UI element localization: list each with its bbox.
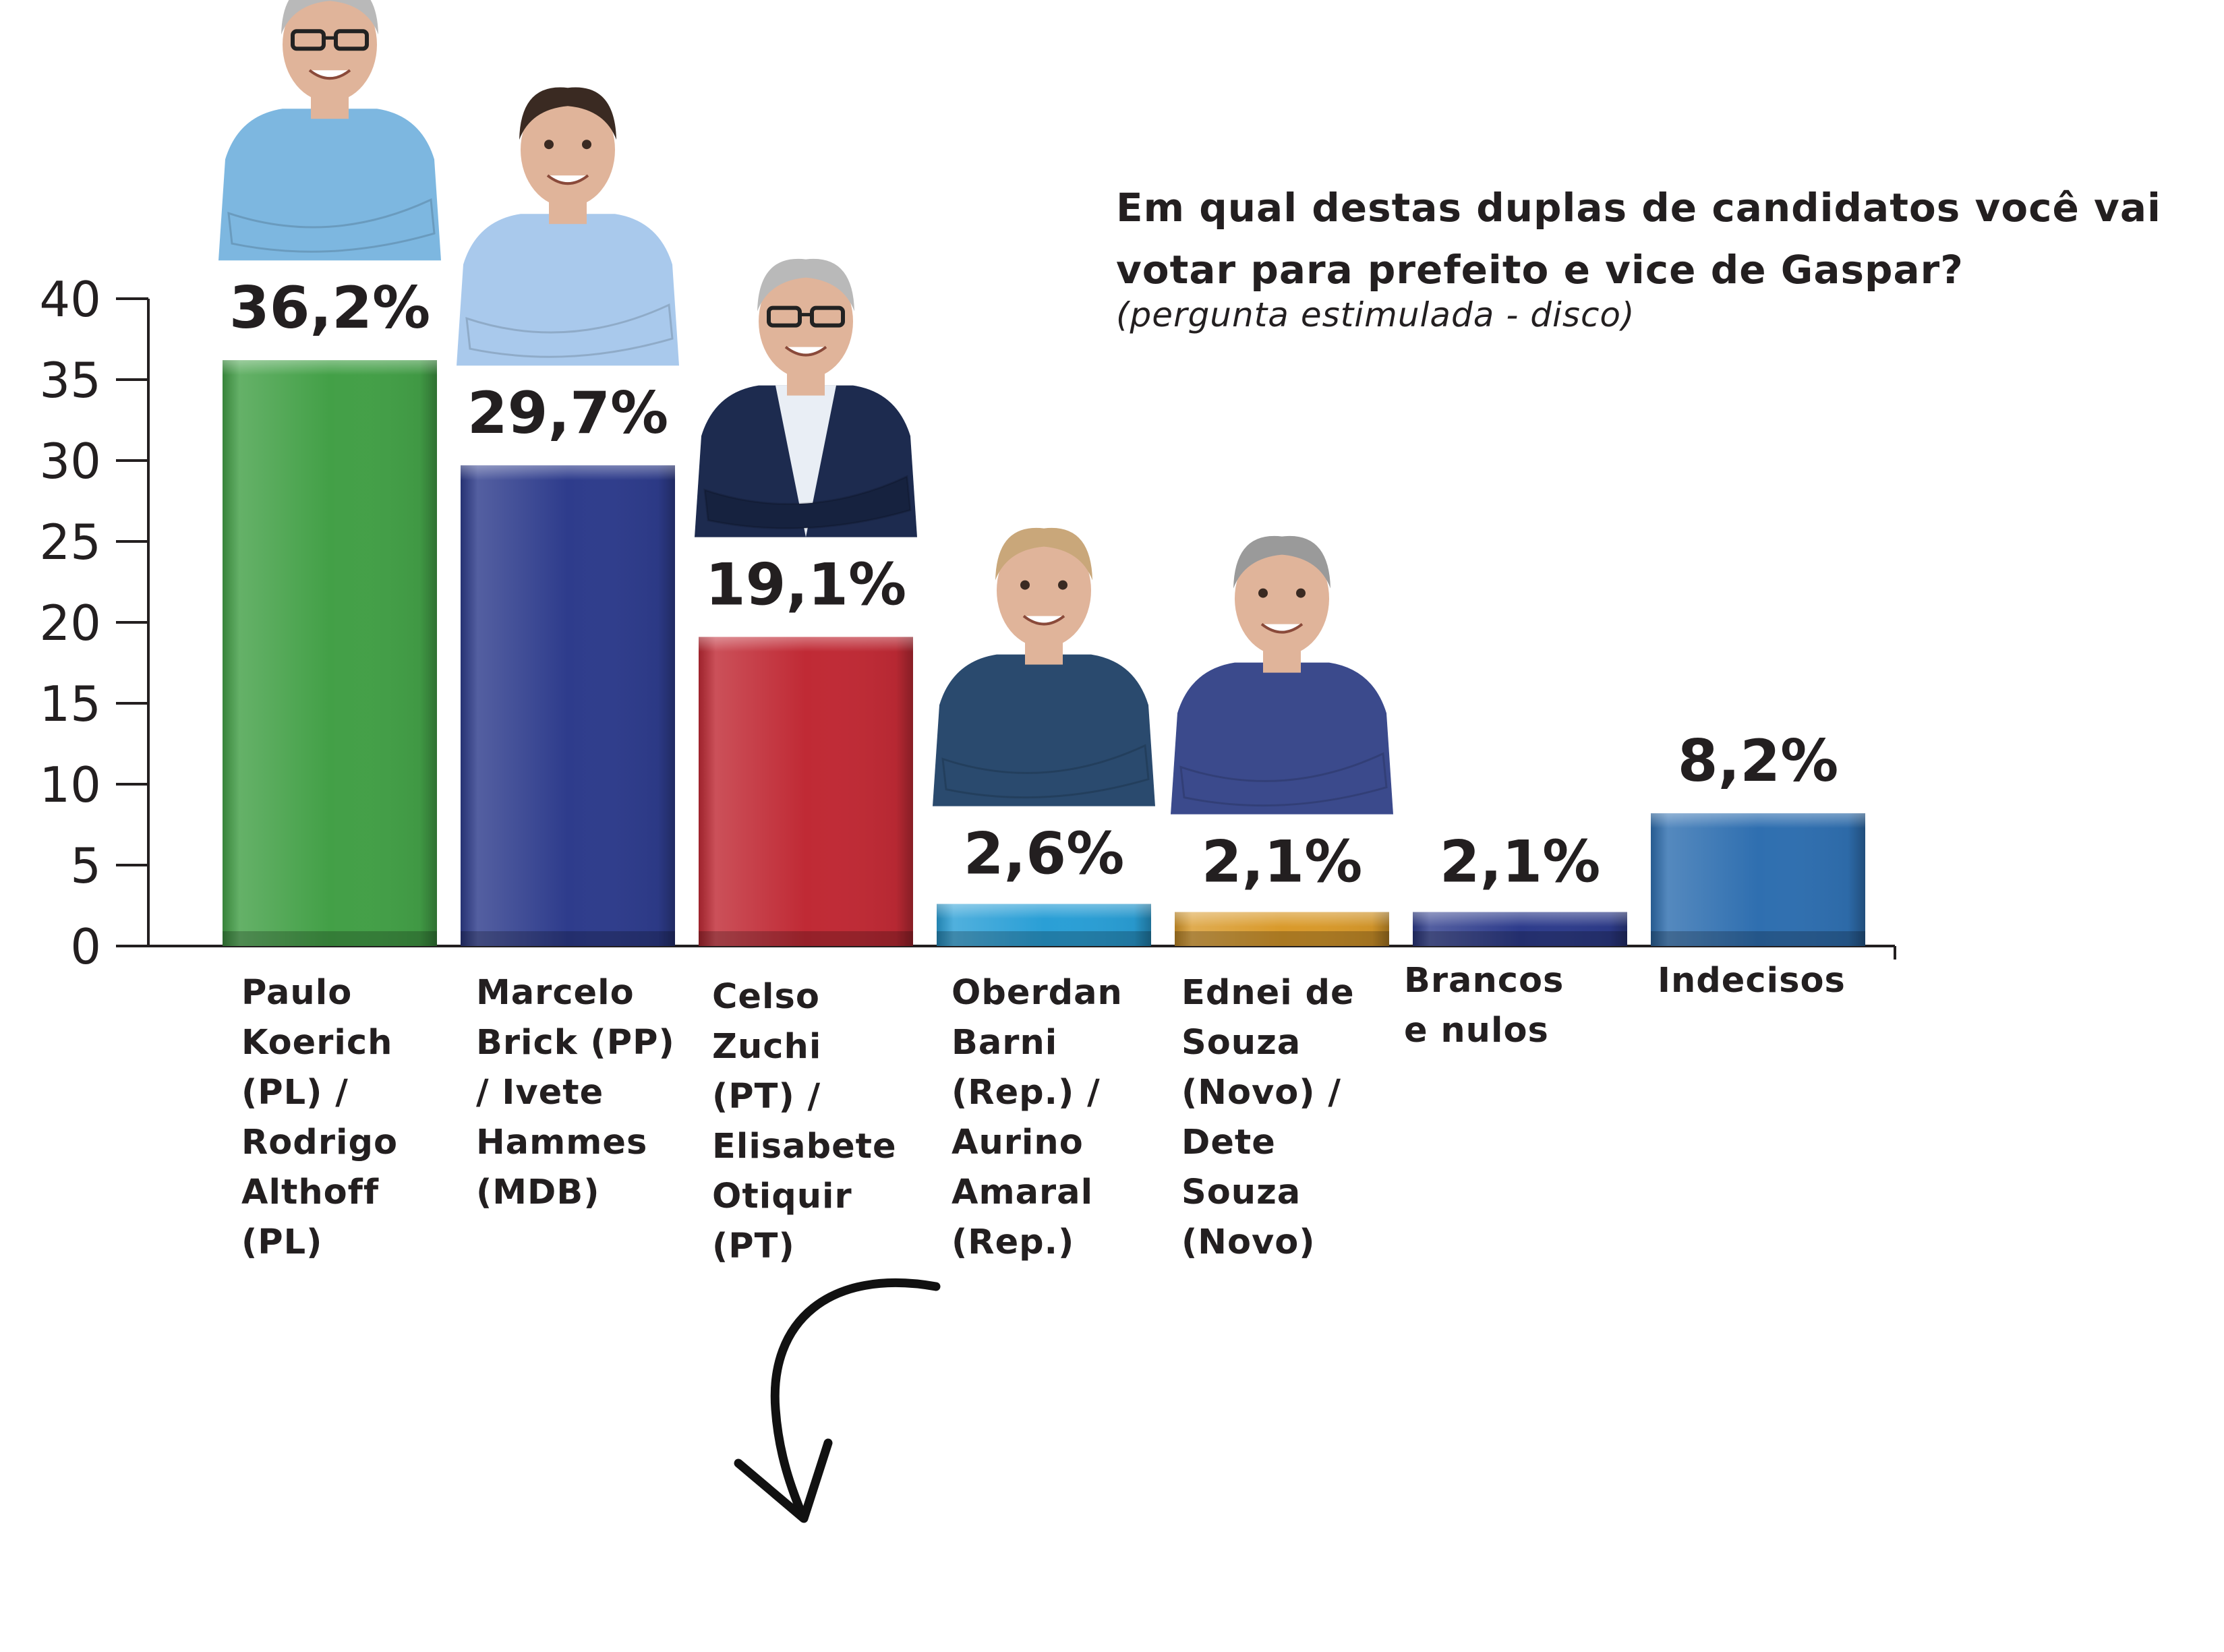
crossed-arms bbox=[1179, 752, 1388, 807]
bar-base-shadow bbox=[223, 931, 437, 946]
bar-group bbox=[1175, 912, 1389, 946]
bars-layer bbox=[223, 360, 1865, 946]
bar-base-shadow bbox=[461, 931, 675, 946]
axis-layer: 0 5 10 15 20 25 30 35 40 bbox=[39, 271, 1896, 975]
eye-right bbox=[1296, 588, 1306, 598]
category-label: Ednei de Souza (Novo) / Dete Souza (Novo… bbox=[1181, 973, 1355, 1262]
y-tick-label: 25 bbox=[39, 514, 101, 570]
crossed-arms bbox=[941, 744, 1150, 799]
y-tick-label: 15 bbox=[39, 676, 101, 732]
head bbox=[283, 0, 377, 102]
photo-layer bbox=[218, 0, 1393, 815]
glasses-left bbox=[767, 305, 802, 328]
crossed-arms bbox=[465, 303, 674, 358]
shirt-front bbox=[776, 385, 836, 537]
y-tick-label: 0 bbox=[70, 918, 101, 975]
glasses-left bbox=[291, 29, 326, 51]
category-label: Paulo Koerich (PL) / Rodrigo Althoff (PL… bbox=[241, 973, 398, 1262]
candidate-photo bbox=[1171, 535, 1393, 815]
head bbox=[997, 533, 1091, 648]
bar-shading bbox=[1651, 813, 1865, 946]
value-label: 19,1% bbox=[705, 552, 906, 619]
bar-shading bbox=[699, 637, 913, 946]
smile bbox=[1260, 623, 1304, 634]
hair bbox=[757, 258, 854, 312]
eye-right bbox=[1058, 580, 1067, 590]
eye-left bbox=[544, 140, 554, 150]
smile bbox=[1022, 615, 1065, 626]
chart-subtitle: (pergunta estimulada - disco) bbox=[1116, 295, 1635, 334]
labels-layer: 36,2% 29,7% 19,1% 2,6% 2,1% 2,1% 8,2% bbox=[229, 274, 1838, 895]
hair bbox=[995, 527, 1092, 581]
value-label: 2,1% bbox=[1440, 829, 1601, 896]
value-label: 29,7% bbox=[467, 380, 668, 447]
candidate-photo bbox=[457, 87, 679, 366]
glasses-right bbox=[810, 305, 845, 328]
y-tick-label: 40 bbox=[39, 271, 101, 328]
bar-base-shadow bbox=[937, 931, 1151, 946]
eye-left bbox=[1020, 580, 1030, 590]
candidate-photo bbox=[695, 258, 917, 537]
bar-highlight bbox=[461, 465, 675, 481]
bar-base-shadow bbox=[1175, 931, 1389, 946]
value-label: 8,2% bbox=[1678, 728, 1839, 795]
glasses-right bbox=[334, 29, 369, 51]
y-tick-label: 10 bbox=[39, 757, 101, 813]
crossed-arms bbox=[227, 198, 436, 253]
bar-highlight bbox=[1413, 912, 1627, 927]
category-label: Brancos e nulos bbox=[1404, 961, 1564, 1051]
eye-left bbox=[1258, 588, 1268, 598]
bar-highlight bbox=[1651, 813, 1865, 829]
chart-title: Em qual destas duplas de candidatos você… bbox=[1116, 185, 2161, 293]
curved-arrow-down-icon bbox=[734, 1278, 941, 1523]
y-tick-label: 20 bbox=[39, 595, 101, 651]
y-tick-label: 30 bbox=[39, 433, 101, 490]
bar-highlight bbox=[1175, 912, 1389, 927]
hair bbox=[1233, 535, 1330, 589]
value-label: 2,1% bbox=[1202, 829, 1363, 896]
category-label: Indecisos bbox=[1658, 961, 1846, 1001]
bar-highlight bbox=[937, 904, 1151, 919]
head bbox=[521, 92, 615, 208]
bar-highlight bbox=[223, 360, 437, 376]
bar-group bbox=[1651, 813, 1865, 946]
smile bbox=[546, 174, 589, 185]
bar-highlight bbox=[699, 637, 913, 652]
category-label: Celso Zuchi (PT) / Elisabete Otiquir (PT… bbox=[712, 977, 897, 1266]
bar-group bbox=[223, 360, 437, 946]
category-label: Oberdan Barni (Rep.) / Aurino Amaral (Re… bbox=[952, 973, 1123, 1262]
value-label: 2,6% bbox=[964, 821, 1125, 888]
bar-group bbox=[1413, 912, 1627, 946]
hair bbox=[519, 87, 616, 140]
bar-base-shadow bbox=[1413, 931, 1627, 946]
bar-group bbox=[699, 637, 913, 946]
bar-base-shadow bbox=[1651, 931, 1865, 946]
category-label: Marcelo Brick (PP) / Ivete Hammes (MDB) bbox=[476, 973, 675, 1212]
bar-group bbox=[937, 904, 1151, 946]
candidate-photo bbox=[218, 0, 441, 261]
head bbox=[759, 264, 853, 379]
hair bbox=[281, 0, 378, 35]
head bbox=[1235, 541, 1329, 656]
y-tick-label: 5 bbox=[70, 837, 101, 894]
crossed-arms bbox=[703, 475, 912, 530]
y-tick-label: 35 bbox=[39, 352, 101, 409]
value-label: 36,2% bbox=[229, 274, 430, 342]
bar-group bbox=[461, 465, 675, 946]
smile bbox=[784, 346, 827, 357]
bar-shading bbox=[461, 465, 675, 946]
candidate-photo bbox=[933, 527, 1155, 806]
bar-base-shadow bbox=[699, 931, 913, 946]
eye-right bbox=[582, 140, 591, 150]
smile bbox=[308, 69, 351, 80]
bar-shading bbox=[223, 360, 437, 946]
